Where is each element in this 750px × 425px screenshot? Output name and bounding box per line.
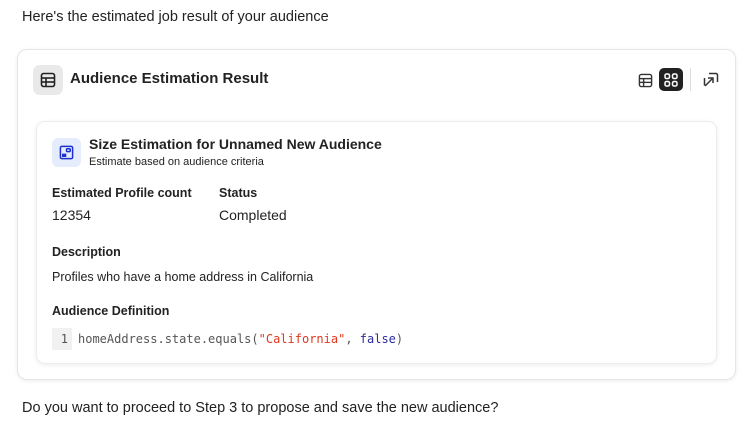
profile-count-value: 12354 bbox=[52, 207, 91, 223]
status-label: Status bbox=[219, 186, 258, 200]
estimation-subtitle: Estimate based on audience criteria bbox=[89, 156, 264, 168]
code-separator: , bbox=[345, 332, 360, 346]
description-text: Profiles who have a home address in Cali… bbox=[52, 270, 314, 284]
line-number: 1 bbox=[52, 328, 72, 350]
code-expression: homeAddress.state.equals( bbox=[78, 332, 259, 346]
audience-icon bbox=[52, 138, 81, 167]
code-keyword: false bbox=[359, 332, 396, 346]
table-icon bbox=[33, 65, 63, 95]
definition-code: 1 homeAddress.state.equals("California",… bbox=[52, 328, 403, 350]
table-view-button[interactable] bbox=[636, 71, 654, 89]
profile-count-label: Estimated Profile count bbox=[52, 186, 192, 200]
estimation-title: Size Estimation for Unnamed New Audience bbox=[89, 136, 382, 152]
description-label: Description bbox=[52, 245, 121, 259]
status-value: Completed bbox=[219, 207, 287, 223]
grid-view-button[interactable] bbox=[659, 68, 683, 91]
code-close: ) bbox=[395, 332, 404, 346]
toolbar-divider bbox=[690, 68, 691, 91]
audience-estimation-card: Audience Estimation Result Size Estimati… bbox=[17, 49, 736, 380]
intro-text: Here's the estimated job result of your … bbox=[22, 9, 329, 25]
size-estimation-panel: Size Estimation for Unnamed New Audience… bbox=[36, 121, 717, 364]
code-string: "California" bbox=[258, 332, 346, 346]
open-external-button[interactable] bbox=[701, 70, 721, 90]
card-title: Audience Estimation Result bbox=[70, 70, 269, 87]
definition-label: Audience Definition bbox=[52, 304, 170, 318]
outro-text: Do you want to proceed to Step 3 to prop… bbox=[22, 400, 499, 416]
